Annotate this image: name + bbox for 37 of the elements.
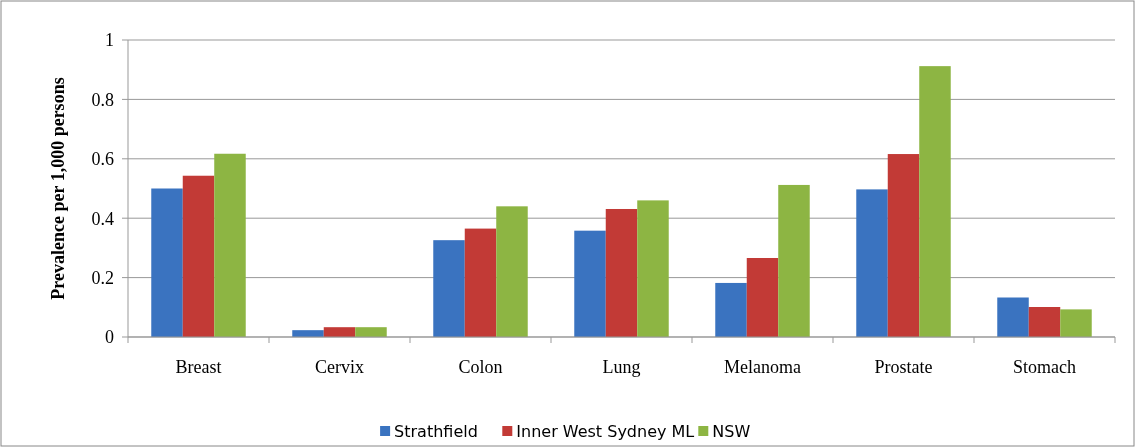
bar (151, 188, 183, 337)
bar (496, 206, 528, 337)
bar (464, 228, 497, 337)
bar (214, 153, 246, 337)
y-tick-label: 0.2 (91, 267, 114, 288)
bar (997, 297, 1029, 337)
bar (1060, 309, 1092, 337)
y-tick-label: 0 (105, 327, 114, 348)
legend-label: Inner West Sydney ML (516, 422, 695, 441)
y-tick-label: 0.6 (91, 149, 114, 170)
bar (856, 189, 888, 337)
legend-label: Strathfield (394, 422, 478, 441)
bar (715, 282, 747, 337)
x-tick-label: Cervix (315, 357, 364, 377)
x-tick-label: Stomach (1013, 357, 1076, 377)
y-axis-title: Prevalence per 1,000 persons (48, 77, 68, 300)
bar (746, 258, 779, 337)
y-tick-label: 0.4 (91, 208, 114, 229)
bar (605, 208, 638, 337)
x-tick-label: Prostate (874, 357, 933, 377)
x-tick-label: Melanoma (724, 357, 801, 377)
x-tick-label: Breast (175, 357, 222, 377)
bar (433, 240, 465, 337)
bar (887, 154, 920, 337)
bar (637, 200, 669, 337)
x-tick-label: Lung (602, 357, 641, 377)
legend-label: NSW (712, 422, 751, 441)
bar (323, 327, 356, 337)
bar (182, 175, 215, 337)
bar (1028, 307, 1061, 337)
bar (919, 66, 951, 337)
x-tick-label: Colon (458, 357, 503, 377)
y-tick-label: 1 (105, 30, 114, 51)
bar (355, 327, 387, 337)
bar (778, 184, 810, 337)
bar (574, 230, 606, 337)
y-tick-label: 0.8 (91, 89, 114, 110)
